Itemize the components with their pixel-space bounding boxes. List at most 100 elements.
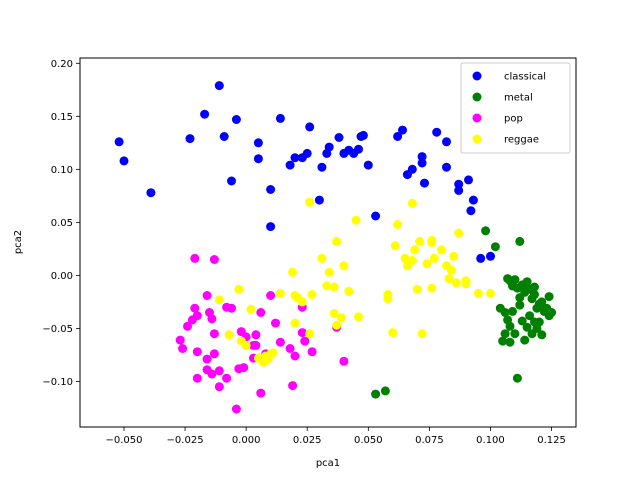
point-classical-9 bbox=[253, 138, 263, 148]
points-layer bbox=[114, 81, 557, 414]
point-metal-29 bbox=[510, 329, 520, 339]
point-classical-6 bbox=[219, 132, 229, 141]
point-classical-19 bbox=[314, 195, 324, 205]
x-tick-label: 0.125 bbox=[537, 435, 566, 446]
point-classical-5 bbox=[214, 81, 224, 91]
y-axis-label: pca2 bbox=[13, 230, 24, 254]
y-tick-label: 0.15 bbox=[51, 112, 73, 123]
legend-label-classical: classical bbox=[504, 72, 546, 83]
point-classical-36 bbox=[417, 152, 427, 162]
point-pop-7 bbox=[178, 344, 188, 353]
point-pop-13 bbox=[209, 329, 219, 339]
x-tick-label: −0.025 bbox=[167, 435, 204, 446]
point-metal-38 bbox=[534, 317, 544, 327]
point-pop-30 bbox=[251, 340, 261, 350]
point-reggae-25 bbox=[329, 309, 339, 318]
point-reggae-36 bbox=[393, 220, 403, 229]
point-reggae-27 bbox=[332, 236, 342, 246]
x-tick-label: 0.050 bbox=[354, 435, 383, 446]
x-tick-label: −0.050 bbox=[105, 435, 142, 446]
point-reggae-13 bbox=[288, 267, 298, 277]
point-pop-36 bbox=[271, 318, 280, 328]
point-classical-47 bbox=[476, 253, 486, 263]
point-classical-12 bbox=[266, 222, 276, 232]
point-pop-18 bbox=[214, 366, 224, 376]
point-metal-45 bbox=[380, 386, 390, 396]
point-metal-27 bbox=[505, 321, 515, 331]
point-reggae-11 bbox=[268, 348, 278, 358]
point-reggae-39 bbox=[407, 198, 417, 208]
point-reggae-41 bbox=[410, 245, 420, 255]
point-reggae-55 bbox=[454, 228, 464, 238]
point-classical-38 bbox=[420, 178, 429, 188]
point-classical-41 bbox=[442, 162, 451, 172]
point-reggae-58 bbox=[473, 288, 483, 298]
point-pop-22 bbox=[227, 303, 236, 313]
point-reggae-32 bbox=[354, 312, 363, 322]
point-pop-40 bbox=[290, 351, 300, 361]
point-pop-5 bbox=[183, 321, 192, 331]
point-pop-6 bbox=[175, 335, 185, 345]
point-metal-25 bbox=[500, 308, 510, 317]
point-reggae-1 bbox=[224, 330, 234, 340]
point-metal-15 bbox=[530, 282, 539, 292]
point-classical-15 bbox=[290, 153, 300, 163]
point-reggae-61 bbox=[422, 259, 432, 269]
point-reggae-37 bbox=[400, 253, 410, 263]
legend-label-pop: pop bbox=[504, 114, 523, 125]
point-reggae-48 bbox=[429, 253, 439, 263]
legend-box bbox=[460, 62, 571, 154]
point-metal-12 bbox=[522, 277, 532, 287]
point-classical-40 bbox=[442, 137, 451, 147]
point-classical-3 bbox=[185, 134, 195, 144]
point-metal-40 bbox=[498, 336, 508, 346]
point-classical-18 bbox=[305, 122, 315, 132]
point-reggae-30 bbox=[344, 286, 354, 296]
point-metal-7 bbox=[510, 275, 520, 285]
point-classical-30 bbox=[363, 160, 373, 170]
point-reggae-20 bbox=[305, 197, 315, 207]
point-pop-1 bbox=[209, 255, 219, 264]
point-pop-38 bbox=[285, 344, 295, 353]
point-reggae-43 bbox=[415, 236, 425, 246]
point-pop-19 bbox=[214, 382, 224, 392]
point-pop-4 bbox=[187, 315, 197, 325]
point-metal-23 bbox=[544, 292, 554, 302]
point-reggae-40 bbox=[407, 256, 417, 265]
x-tick-label: 0.000 bbox=[232, 435, 261, 446]
point-classical-39 bbox=[432, 127, 442, 137]
point-pop-8 bbox=[192, 347, 202, 357]
point-metal-2 bbox=[515, 236, 525, 246]
point-reggae-60 bbox=[390, 241, 400, 251]
point-pop-15 bbox=[202, 354, 212, 364]
point-classical-0 bbox=[114, 137, 124, 147]
point-pop-47 bbox=[251, 330, 261, 340]
point-reggae-15 bbox=[290, 318, 300, 328]
point-reggae-17 bbox=[297, 297, 307, 307]
point-classical-33 bbox=[398, 125, 407, 135]
point-classical-20 bbox=[317, 162, 327, 172]
point-classical-48 bbox=[486, 251, 495, 261]
point-pop-39 bbox=[288, 381, 298, 391]
point-reggae-35 bbox=[388, 328, 398, 338]
point-metal-19 bbox=[537, 297, 547, 307]
point-reggae-49 bbox=[437, 245, 447, 255]
legend: classical metal pop reggae bbox=[460, 62, 571, 154]
point-metal-28 bbox=[508, 306, 517, 316]
point-classical-2 bbox=[146, 188, 156, 198]
point-metal-33 bbox=[522, 322, 532, 332]
point-reggae-24 bbox=[329, 282, 339, 292]
point-metal-0 bbox=[481, 226, 491, 236]
point-pop-41 bbox=[297, 328, 307, 338]
point-classical-8 bbox=[231, 115, 241, 124]
point-pop-31 bbox=[256, 308, 266, 317]
x-axis: −0.050 −0.025 0.000 0.025 0.050 0.075 0.100 0.1… bbox=[105, 427, 566, 446]
point-reggae-2 bbox=[234, 284, 244, 294]
point-reggae-34 bbox=[383, 294, 393, 304]
point-pop-37 bbox=[275, 337, 285, 347]
y-tick-label: 0.00 bbox=[51, 271, 73, 282]
point-reggae-18 bbox=[305, 329, 315, 339]
point-classical-4 bbox=[200, 109, 210, 119]
legend-marker-pop bbox=[472, 113, 482, 123]
